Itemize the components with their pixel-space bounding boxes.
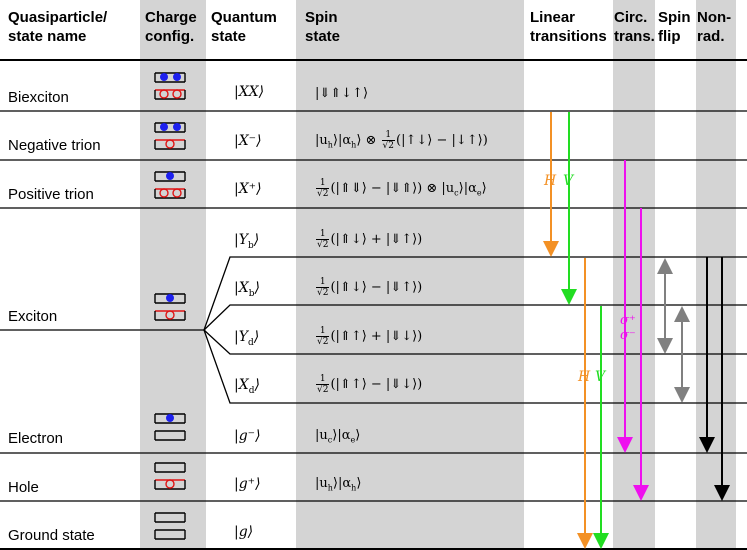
- ket-biexciton: |XX⟩: [234, 84, 265, 100]
- frac: 1 √2: [316, 178, 330, 199]
- frac: 1 √2: [381, 130, 396, 151]
- spin-yb: 1 √2 (|⇑↓⟩ + |⇓↑⟩): [316, 229, 423, 250]
- header-circ: Circ. trans.: [614, 9, 655, 45]
- spin-positive-trion: 1 √2 (|⇑⇓⟩ − |⇓⇑⟩) ⊗ |uc⟩|αe⟩: [316, 178, 487, 199]
- charge-icon-exciton: [154, 293, 186, 321]
- frac: 1 √2: [316, 326, 330, 347]
- ket-negative-trion: |X⁻⟩: [234, 133, 262, 149]
- header-spinflip: Spin flip: [658, 9, 691, 45]
- label-H-upper: H: [544, 173, 557, 189]
- charge-icon-ground: [154, 512, 186, 540]
- frac: 1 √2: [316, 374, 330, 395]
- header-name: Quasiparticle/ state name: [8, 9, 108, 45]
- state-name-positive-trion: Positive trion: [8, 186, 94, 203]
- label-sigma-plus: σ⁺: [620, 313, 636, 328]
- ket-xb: |Xb⟩: [234, 280, 260, 299]
- header-nonrad: Non- rad.: [697, 9, 732, 45]
- spin-negative-trion: |uh⟩|αh⟩ ⊗ 1 √2 (|↑↓⟩ − |↓↑⟩): [315, 130, 488, 151]
- state-name-ground: Ground state: [8, 527, 95, 544]
- header-quantum: Quantum state: [211, 9, 277, 45]
- state-name-hole: Hole: [8, 479, 39, 496]
- ket-yd: |Yd⟩: [234, 329, 260, 348]
- state-name-negative-trion: Negative trion: [8, 137, 101, 154]
- state-level-lines: [0, 59, 747, 550]
- ket-hole: |g⁺⟩: [234, 476, 261, 492]
- circ-column-bg: [613, 0, 655, 550]
- state-name-exciton: Exciton: [8, 308, 58, 325]
- header-charge: Charge config.: [145, 9, 197, 45]
- charge-icon-biexciton: [154, 72, 186, 100]
- spin-flip-arrows: [657, 258, 690, 403]
- spin-xd: 1 √2 (|⇑↑⟩ − |⇓↓⟩): [316, 374, 423, 395]
- charge-icon-hole: [154, 462, 186, 490]
- spin-electron: |uc⟩|αe⟩: [315, 428, 361, 445]
- ket-positive-trion: |X⁺⟩: [234, 181, 262, 197]
- frac: 1 √2: [316, 229, 330, 250]
- spin-column-bg: [296, 0, 524, 550]
- header-spin: Spin state: [305, 9, 341, 45]
- label-V-lower: V: [595, 369, 606, 385]
- header-linear: Linear transitions: [530, 9, 607, 45]
- circular-transition-arrows: [617, 160, 649, 501]
- spin-biexciton: |⇓⇑↓↑⟩: [315, 86, 369, 101]
- label-V-upper: V: [563, 173, 574, 189]
- frac: 1 √2: [316, 277, 330, 298]
- state-name-electron: Electron: [8, 430, 64, 447]
- spin-xb: 1 √2 (|⇑↓⟩ − |⇓↑⟩): [316, 277, 423, 298]
- spin-hole: |uh⟩|αh⟩: [315, 476, 362, 493]
- nonrad-column-bg: [696, 0, 736, 550]
- charge-icon-positive-trion: [154, 171, 186, 199]
- ket-xd: |Xd⟩: [234, 377, 260, 396]
- ket-ground: |g⟩: [234, 524, 254, 540]
- state-name-biexciton: Biexciton: [8, 89, 69, 106]
- charge-icon-negative-trion: [154, 122, 186, 150]
- linear-transition-arrows: [543, 112, 609, 549]
- label-sigma-minus: σ⁻: [620, 328, 636, 343]
- label-H-lower: H: [578, 369, 591, 385]
- spin-yd: 1 √2 (|⇑↑⟩ + |⇓↓⟩): [316, 326, 423, 347]
- charge-icon-electron: [154, 413, 186, 441]
- ket-electron: |g⁻⟩: [234, 428, 261, 444]
- ket-yb: |Yb⟩: [234, 232, 260, 251]
- nonrad-arrows: [699, 257, 730, 501]
